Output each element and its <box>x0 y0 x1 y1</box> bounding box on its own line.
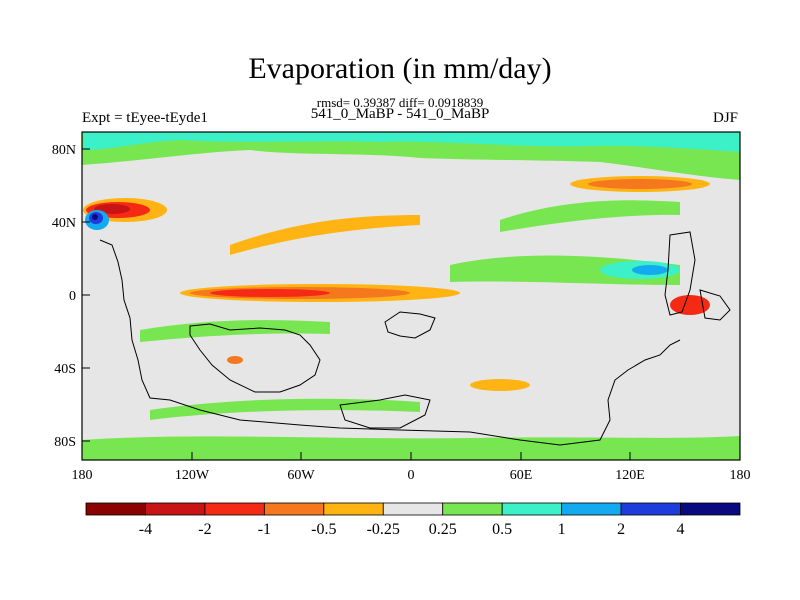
stats-text: rmsd= 0.39387 diff= 0.0918839 <box>316 95 484 110</box>
y-axis: 80N 40N 0 40S 80S <box>52 143 90 450</box>
y-tick-label: 80S <box>54 435 76 450</box>
colorbar-label: -0.5 <box>311 521 336 538</box>
x-tick-label: 120W <box>175 468 210 483</box>
outline-south-america <box>189 323 321 393</box>
continent-outlines <box>99 231 731 446</box>
colorbar-label: -4 <box>139 521 152 538</box>
south-positive-1 <box>140 320 330 342</box>
x-axis: 180 120W 60W 0 60E 120E 180 <box>72 452 751 483</box>
colorbar-swatch <box>620 502 681 516</box>
colorbar-swatch <box>323 502 384 516</box>
colorbar-swatch <box>680 502 741 516</box>
colorbar-label: -2 <box>198 521 211 538</box>
season-label: DJF <box>712 110 738 126</box>
x-tick-label: 180 <box>72 468 93 483</box>
y-tick-label: 40N <box>52 216 76 231</box>
y-tick-label: 0 <box>69 289 76 304</box>
colorbar <box>85 502 741 516</box>
colorbar-swatch <box>442 502 503 516</box>
outline-island-1 <box>384 311 436 339</box>
y-tick-label: 80N <box>52 143 76 158</box>
colorbar-label: -1 <box>258 521 271 538</box>
colorbar-label: 0.5 <box>492 521 512 538</box>
colorbar-swatch <box>561 502 622 516</box>
x-tick-label: 120E <box>615 468 645 483</box>
map-panel <box>82 132 740 460</box>
outline-australia <box>339 394 431 429</box>
colorbar-labels: -4 -2 -1 -0.5 -0.25 0.25 0.5 1 2 4 <box>139 521 685 538</box>
y-tick-label: 40S <box>54 362 76 377</box>
colorbar-swatch <box>85 502 146 516</box>
colorbar-label: -0.25 <box>367 521 400 538</box>
outline-east <box>664 231 696 316</box>
colorbar-label: 4 <box>677 521 685 538</box>
colorbar-swatch <box>382 502 444 516</box>
band-neg-1 <box>230 215 420 255</box>
colorbar-swatch <box>204 502 265 516</box>
colorbar-swatch <box>145 502 206 516</box>
x-tick-label: 180 <box>730 468 751 483</box>
antarctic-positive-band <box>82 436 740 460</box>
colorbar-swatch <box>501 502 563 516</box>
experiment-label: Expt = tEyee-tEyde1 <box>82 110 208 126</box>
colorbar-swatch <box>263 502 325 516</box>
x-tick-label: 0 <box>408 468 415 483</box>
colorbar-label: 2 <box>617 521 625 538</box>
x-tick-label: 60W <box>287 468 315 483</box>
center-label: 541_0_MaBP - 541_0_MaBP <box>310 106 490 122</box>
plot-title: Evaporation (in mm/day) <box>248 52 552 85</box>
band-pos-1 <box>500 200 680 232</box>
colorbar-label: 1 <box>558 521 566 538</box>
colorbar-label: 0.25 <box>429 521 457 538</box>
arctic-strong-band <box>84 132 740 152</box>
outline-main <box>99 239 681 446</box>
x-tick-label: 60E <box>510 468 533 483</box>
